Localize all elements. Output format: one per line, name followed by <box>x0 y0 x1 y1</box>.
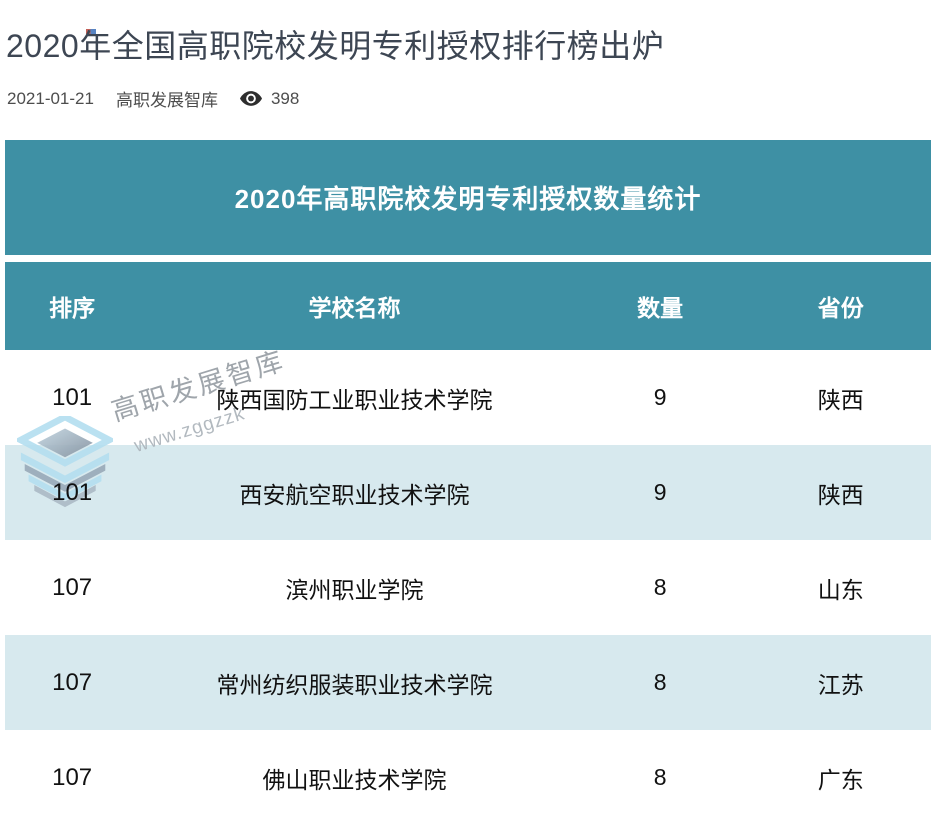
source-name[interactable]: 高职发展智库 <box>115 91 218 110</box>
cell-school: 陕西国防工业职业技术学院 <box>216 386 493 413</box>
cell-rank: 101 <box>52 478 93 506</box>
page-title: 2020年全国高职院校发明专利授权排行榜出炉 <box>6 28 665 64</box>
cell-province: 江苏 <box>817 671 864 698</box>
cell-rank: 107 <box>52 573 93 601</box>
render-artifact <box>86 29 96 34</box>
cell-rank: 101 <box>52 383 93 411</box>
table-title: 2020年高职院校发明专利授权数量统计 <box>234 184 702 214</box>
column-header-school: 学校名称 <box>308 295 401 321</box>
cell-count: 8 <box>653 574 667 600</box>
cell-province: 陕西 <box>817 386 864 413</box>
table-row: 107 佛山职业技术学院 8 广东 <box>5 730 931 817</box>
column-header-province: 省份 <box>817 295 864 321</box>
cell-count: 9 <box>653 479 667 505</box>
table-row: 101 西安航空职业技术学院 9 陕西 <box>5 445 931 540</box>
view-count-value: 398 <box>270 88 300 108</box>
publish-date: 2021-01-21 <box>7 88 94 108</box>
article-meta: 2021-01-21 高职发展智库 398 <box>7 86 299 111</box>
cell-province: 山东 <box>817 576 864 603</box>
table-body: 高职发展智库 www.zggzzk 101 陕西国防工业职业技术学院 9 陕西 … <box>5 345 931 817</box>
banner-divider <box>5 255 931 262</box>
table-banner: 2020年高职院校发明专利授权数量统计 <box>5 140 931 255</box>
cell-school: 西安航空职业技术学院 <box>239 481 470 508</box>
cell-count: 8 <box>653 669 667 695</box>
cell-province: 陕西 <box>817 481 864 508</box>
column-header-count: 数量 <box>637 295 684 321</box>
cell-school: 常州纺织服装职业技术学院 <box>216 671 493 698</box>
table-header-row: 排序 学校名称 数量 省份 <box>5 262 931 350</box>
cell-province: 广东 <box>817 766 864 793</box>
cell-school: 滨州职业学院 <box>285 576 424 603</box>
view-count: 398 <box>239 88 300 109</box>
table-row: 107 常州纺织服装职业技术学院 8 江苏 <box>5 635 931 730</box>
cell-school: 佛山职业技术学院 <box>262 766 447 793</box>
table-row: 107 滨州职业学院 8 山东 <box>5 540 931 635</box>
cell-rank: 107 <box>52 668 93 696</box>
patent-table: 2020年高职院校发明专利授权数量统计 排序 学校名称 数量 省份 <box>5 140 931 817</box>
table-row: 101 陕西国防工业职业技术学院 9 陕西 <box>5 350 931 445</box>
column-header-rank: 排序 <box>49 295 96 321</box>
cell-rank: 107 <box>52 763 93 791</box>
cell-count: 9 <box>653 384 667 410</box>
cell-count: 8 <box>653 764 667 790</box>
eye-icon <box>239 91 262 106</box>
